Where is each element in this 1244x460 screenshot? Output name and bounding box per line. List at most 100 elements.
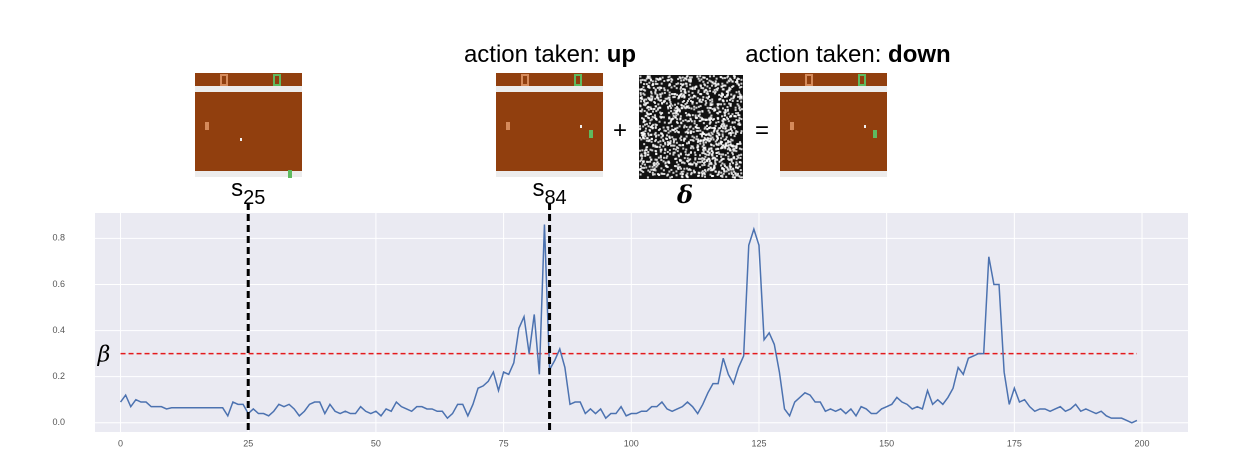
noise-pixel (658, 128, 661, 131)
noise-pixel (675, 170, 678, 173)
noise-pixel (648, 170, 651, 173)
noise-pixel (698, 120, 701, 123)
noise-pixel (695, 163, 698, 166)
noise-pixel (716, 158, 719, 161)
noise-pixel (697, 105, 700, 108)
noise-pixel (699, 105, 702, 108)
noise-pixel (680, 107, 683, 110)
noise-pixel (686, 160, 689, 163)
noise-pixel (714, 85, 717, 88)
noise-pixel (651, 126, 654, 129)
noise-pixel (649, 77, 652, 80)
noise-pixel (651, 115, 654, 118)
noise-pixel (735, 150, 738, 153)
noise-pixel (716, 132, 719, 135)
noise-pixel (683, 106, 686, 109)
noise-pixel (708, 106, 711, 109)
noise-pixel (650, 92, 653, 95)
noise-pixel (675, 165, 678, 168)
noise-pixel (701, 159, 704, 162)
noise-pixel (675, 87, 678, 90)
noise-pixel (673, 151, 676, 154)
noise-pixel (708, 159, 711, 162)
noise-pixel (649, 160, 652, 163)
noise-pixel (727, 89, 730, 92)
noise-pixel (740, 97, 743, 100)
noise-pixel (706, 150, 709, 153)
noise-pixel (643, 101, 646, 104)
noise-pixel (674, 103, 677, 106)
noise-pixel (723, 164, 726, 167)
noise-pixel (674, 107, 677, 110)
noise-pixel (677, 147, 680, 150)
noise-pixel (641, 117, 644, 120)
noise-pixel (693, 122, 696, 125)
noise-pixel (655, 165, 658, 168)
noise-pixel (736, 166, 739, 169)
noise-pixel (728, 148, 731, 151)
noise-pixel (710, 163, 713, 166)
noise-pixel (661, 102, 664, 105)
noise-pixel (709, 167, 712, 170)
noise-pixel (727, 141, 730, 144)
noise-pixel (679, 144, 682, 147)
noise-pixel (645, 160, 648, 163)
noise-pixel (647, 134, 650, 137)
noise-pixel (680, 86, 683, 89)
noise-pixel (694, 157, 697, 160)
noise-pixel (724, 143, 727, 146)
noise-pixel (734, 131, 737, 134)
noise-pixel (734, 81, 737, 84)
noise-pixel (645, 102, 648, 105)
noise-pixel (665, 102, 668, 105)
noise-pixel (694, 153, 697, 156)
noise-pixel (688, 76, 691, 79)
noise-pixel (731, 153, 734, 156)
noise-pixel (712, 118, 715, 121)
noise-pixel (642, 88, 645, 91)
noise-pixel (731, 131, 734, 134)
noise-pixel (706, 78, 709, 81)
noise-pixel (657, 98, 660, 101)
noise-pixel (740, 130, 743, 133)
noise-pixel (729, 128, 732, 131)
noise-pixel (655, 77, 658, 80)
noise-pixel (736, 82, 739, 85)
noise-pixel (668, 117, 671, 120)
noise-pixel (667, 76, 670, 79)
noise-pixel (692, 127, 695, 130)
noise-pixel (652, 108, 655, 111)
noise-pixel (710, 149, 713, 152)
noise-pixel (692, 147, 695, 150)
noise-pixel (723, 169, 726, 172)
noise-pixel (645, 123, 648, 126)
noise-pixel (655, 158, 658, 161)
noise-pixel (736, 99, 739, 102)
noise-pixel (686, 99, 689, 102)
noise-pixel (683, 124, 686, 127)
noise-pixel (670, 110, 673, 113)
noise-pixel (700, 93, 703, 96)
noise-pixel (725, 116, 728, 119)
noise-pixel (673, 85, 676, 88)
noise-pixel (681, 88, 684, 91)
frame-wall (195, 171, 302, 177)
noise-pixel (691, 96, 694, 99)
noise-pixel (701, 157, 704, 160)
noise-pixel (708, 147, 711, 150)
noise-pixel (699, 161, 702, 164)
noise-pixel (669, 176, 672, 179)
noise-pixel (668, 78, 671, 81)
noise-pixel (739, 141, 742, 144)
noise-pixel (682, 93, 685, 96)
noise-pixel (699, 157, 702, 160)
noise-pixel (721, 119, 724, 122)
noise-pixel (707, 95, 710, 98)
noise-pixel (658, 106, 661, 109)
noise-pixel (654, 145, 657, 148)
noise-pixel (668, 135, 671, 138)
noise-pixel (656, 173, 659, 176)
noise-pixel (654, 101, 657, 104)
noise-pixel (706, 81, 709, 84)
noise-pixel (659, 156, 662, 159)
